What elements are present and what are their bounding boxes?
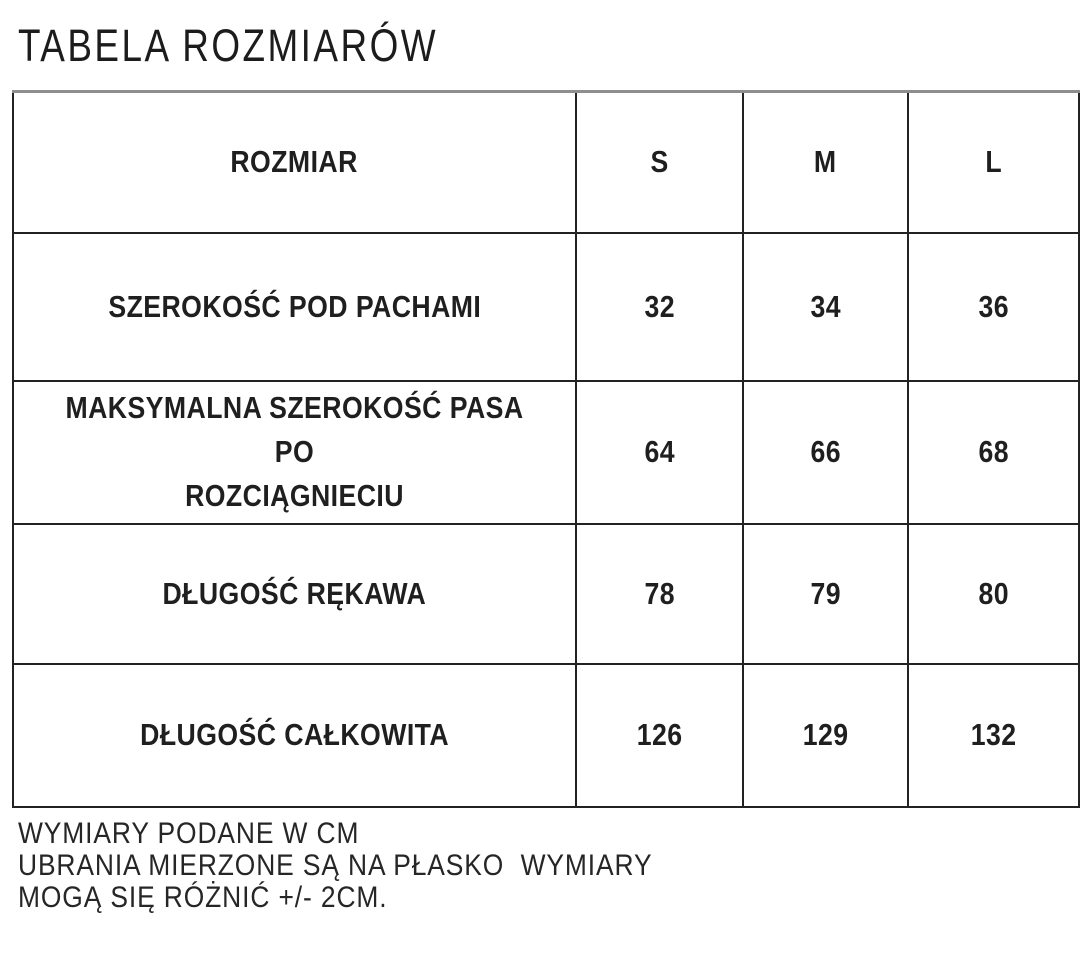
value-cell-m: 79 [742,522,909,665]
header-size-m-cell: M [742,90,909,234]
header-label-cell: ROZMIAR [12,90,577,234]
value-cell-m: 129 [742,662,909,808]
value-m: 66 [810,434,841,469]
row-label: SZEROKOŚĆ POD PACHAMI [108,288,481,324]
header-size-s: S [650,144,669,180]
value-m: 34 [810,288,841,324]
value-cell-m: 66 [742,379,909,525]
value-s: 32 [644,288,675,324]
header-size-l-cell: L [907,90,1080,234]
value-cell-s: 64 [575,379,744,525]
value-l: 36 [978,288,1009,324]
value-s: 78 [644,575,675,611]
value-s: 64 [644,434,675,469]
header-size-s-cell: S [575,90,744,234]
row-label: DŁUGOŚĆ CAŁKOWITA [140,717,449,752]
value-cell-s: 126 [575,662,744,808]
value-cell-s: 78 [575,522,744,665]
size-table: ROZMIAR S M L SZEROKOŚĆ POD PACHAMI 32 [12,90,1080,808]
header-size-l: L [985,144,1002,180]
value-cell-s: 32 [575,231,744,382]
table-row-sleeve-length: DŁUGOŚĆ RĘKAWA 78 79 80 [12,522,1080,665]
row-label-cell: SZEROKOŚĆ POD PACHAMI [12,231,577,382]
measurement-note: WYMIARY PODANE W CM UBRANIA MIERZONE SĄ … [18,818,739,914]
row-label-cell: MAKSYMALNA SZEROKOŚĆ PASA PO ROZCIĄGNIEC… [12,379,577,525]
size-table-header-row: ROZMIAR S M L [12,90,1080,234]
value-cell-m: 34 [742,231,909,382]
note-line-3: MOGĄ SIĘ RÓŻNIĆ +/- 2CM. [18,881,388,914]
value-cell-l: 132 [907,662,1080,808]
note-line-2: UBRANIA MIERZONE SĄ NA PŁASKO WYMIARY [18,849,653,882]
note-line-1: WYMIARY PODANE W CM [18,817,360,850]
header-label: ROZMIAR [230,144,359,180]
row-label-cell: DŁUGOŚĆ CAŁKOWITA [12,662,577,808]
table-row-max-waist-width: MAKSYMALNA SZEROKOŚĆ PASA PO ROZCIĄGNIEC… [12,379,1080,525]
value-cell-l: 36 [907,231,1080,382]
value-m: 79 [810,575,841,611]
value-cell-l: 80 [907,522,1080,665]
value-l: 68 [978,434,1009,469]
value-s: 126 [636,717,683,752]
header-size-m: M [814,144,837,180]
row-label-cell: DŁUGOŚĆ RĘKAWA [12,522,577,665]
value-m: 129 [802,717,849,752]
table-row-total-length: DŁUGOŚĆ CAŁKOWITA 126 129 132 [12,662,1080,808]
row-label: MAKSYMALNA SZEROKOŚĆ PASA PO ROZCIĄGNIEC… [65,390,524,513]
page-title: TABELA ROZMIARÓW [18,20,439,71]
value-cell-l: 68 [907,379,1080,525]
value-l: 132 [970,717,1017,752]
row-label: DŁUGOŚĆ RĘKAWA [162,575,427,611]
table-row-underarm-width: SZEROKOŚĆ POD PACHAMI 32 34 36 [12,231,1080,382]
value-l: 80 [978,575,1009,611]
